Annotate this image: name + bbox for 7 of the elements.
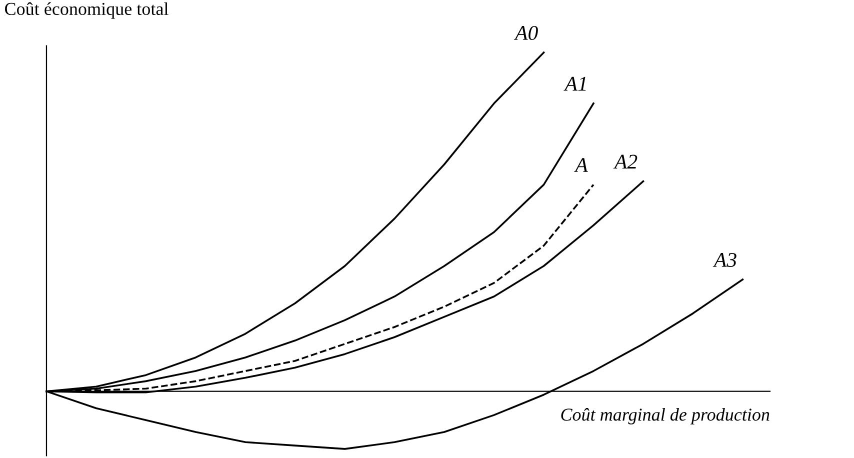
series-label: A0 [514, 26, 538, 40]
series-label: A3 [712, 252, 736, 267]
series-label: A1 [564, 76, 586, 91]
y-axis-title: Coût économique total [5, 2, 168, 19]
x-axis-title: Coût marginal de production [561, 408, 770, 424]
series-label: A [574, 158, 588, 172]
series-label: A2 [613, 154, 638, 169]
